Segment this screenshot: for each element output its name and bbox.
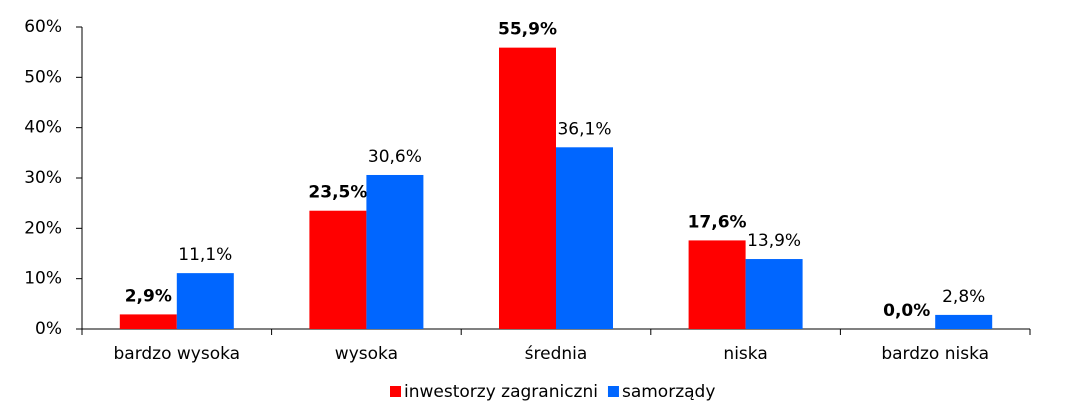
x-tick-label: niska <box>723 344 767 364</box>
y-tick-label: 0% <box>35 319 62 339</box>
value-label: 11,1% <box>178 245 232 265</box>
legend-label: inwestorzy zagraniczni <box>404 382 598 402</box>
x-tick-label: wysoka <box>335 344 398 364</box>
bar <box>688 240 746 329</box>
bar <box>745 259 803 329</box>
value-label: 2,9% <box>125 286 172 306</box>
bar <box>309 210 367 329</box>
value-label: 13,9% <box>747 231 801 251</box>
x-tick-label: bardzo niska <box>881 344 989 364</box>
x-tick-label: bardzo wysoka <box>113 344 240 364</box>
legend-label: samorządy <box>622 382 715 402</box>
y-tick-label: 60% <box>24 17 62 37</box>
y-tick-label: 30% <box>24 168 62 188</box>
legend-swatch <box>607 386 619 397</box>
bar <box>499 47 556 330</box>
value-label: 23,5% <box>308 183 367 203</box>
legend-swatch <box>390 386 401 397</box>
y-tick-label: 40% <box>24 118 62 138</box>
value-label: 17,6% <box>688 212 747 232</box>
value-label: 30,6% <box>368 147 422 167</box>
value-label: 0,0% <box>883 301 930 321</box>
x-tick-label: średnia <box>525 344 588 364</box>
value-label: 55,9% <box>498 20 557 40</box>
bar <box>176 273 234 329</box>
y-tick-label: 10% <box>24 269 62 289</box>
bar <box>119 314 177 329</box>
value-label: 2,8% <box>942 287 985 307</box>
y-tick-label: 50% <box>24 67 62 87</box>
bar <box>366 174 424 329</box>
bar <box>556 147 613 329</box>
y-tick-label: 20% <box>24 218 62 238</box>
value-label: 36,1% <box>557 119 611 139</box>
bar <box>935 314 993 329</box>
